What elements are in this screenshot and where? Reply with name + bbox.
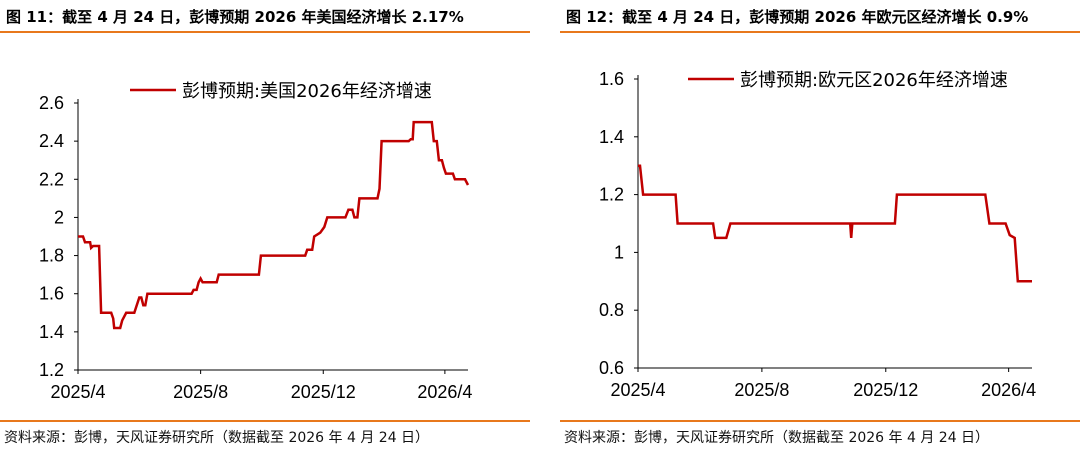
x-tick-label: 2025/12	[291, 382, 356, 402]
y-tick-label: 2.2	[39, 169, 64, 189]
y-tick-label: 1.8	[39, 246, 64, 266]
source-rule	[0, 420, 530, 422]
x-tick-label: 2025/12	[853, 380, 918, 400]
source-note: 资料来源：彭博，天风证券研究所（数据截至 2026 年 4 月 24 日）	[564, 430, 990, 446]
x-tick-label: 2025/4	[610, 380, 665, 400]
y-tick-label: 2.6	[39, 93, 64, 113]
figure-title: 图 12：截至 4 月 24 日，彭博预期 2026 年欧元区经济增长 0.9%	[566, 8, 1029, 26]
y-tick-label: 1.6	[39, 284, 64, 304]
legend-label: 彭博预期:美国2026年经济增速	[182, 81, 432, 102]
y-tick-label: 1.6	[599, 69, 624, 89]
figure-11-panel: 图 11：截至 4 月 24 日，彭博预期 2026 年美国经济增长 2.17%…	[0, 0, 530, 458]
y-tick-label: 2.4	[39, 131, 64, 151]
x-tick-label: 2025/4	[50, 382, 105, 402]
y-tick-label: 0.8	[599, 300, 624, 320]
y-tick-label: 1.2	[599, 185, 624, 205]
x-tick-label: 2025/8	[173, 382, 228, 402]
y-tick-label: 1	[614, 242, 624, 262]
y-tick-label: 1.4	[599, 127, 624, 147]
legend-label: 彭博预期:欧元区2026年经济增速	[740, 70, 1008, 91]
title-rule	[0, 31, 530, 33]
y-tick-label: 1.4	[39, 322, 64, 342]
x-tick-label: 2025/8	[734, 380, 789, 400]
series-line	[638, 164, 1032, 283]
y-tick-label: 0.6	[599, 358, 624, 378]
x-tick-label: 2026/4	[417, 382, 472, 402]
source-rule	[560, 420, 1080, 422]
figure-title: 图 11：截至 4 月 24 日，彭博预期 2026 年美国经济增长 2.17%	[6, 8, 464, 26]
figure-12-panel: 图 12：截至 4 月 24 日，彭博预期 2026 年欧元区经济增长 0.9%…	[560, 0, 1080, 458]
y-tick-label: 2	[54, 207, 64, 227]
title-rule	[560, 31, 1080, 33]
series-line	[78, 120, 470, 330]
y-tick-label: 1.2	[39, 360, 64, 380]
source-note: 资料来源：彭博，天风证券研究所（数据截至 2026 年 4 月 24 日）	[4, 430, 430, 446]
x-tick-label: 2026/4	[981, 380, 1036, 400]
